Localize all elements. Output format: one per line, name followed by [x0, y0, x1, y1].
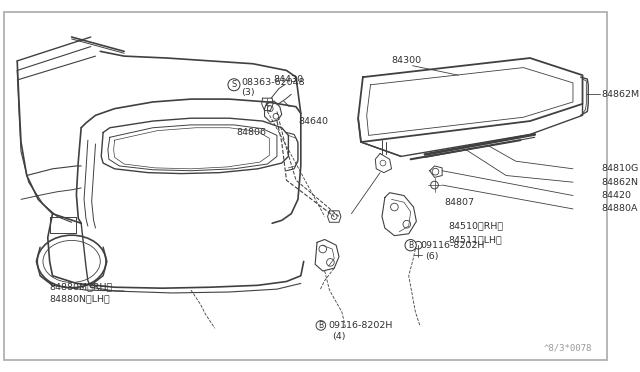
Text: (6): (6): [425, 252, 438, 261]
Text: S: S: [231, 80, 237, 89]
Text: 84880M（RH）: 84880M（RH）: [50, 283, 113, 292]
Text: 84806: 84806: [237, 128, 267, 137]
Text: 84862N: 84862N: [602, 178, 639, 187]
Text: (4): (4): [332, 333, 346, 341]
Text: 84430: 84430: [273, 74, 303, 84]
Text: 84510（RH）: 84510（RH）: [449, 222, 504, 231]
Text: (3): (3): [242, 88, 255, 97]
Text: B: B: [408, 241, 413, 250]
Text: 84810G: 84810G: [602, 164, 639, 173]
Text: 84862M: 84862M: [602, 90, 640, 99]
Text: 84511（LH）: 84511（LH）: [449, 235, 502, 244]
Text: 84420: 84420: [602, 191, 632, 200]
Text: 84880N（LH）: 84880N（LH）: [50, 294, 111, 303]
Text: 84880A: 84880A: [602, 205, 638, 214]
Text: 08363-62048: 08363-62048: [242, 78, 305, 87]
Text: 84300: 84300: [392, 57, 422, 65]
Text: 09116-8202H: 09116-8202H: [420, 241, 484, 250]
Text: 84807: 84807: [444, 198, 474, 207]
Text: ^8/3*0078: ^8/3*0078: [544, 343, 592, 352]
Text: 09116-8202H: 09116-8202H: [328, 321, 393, 330]
Text: 84640: 84640: [298, 116, 328, 126]
Text: B: B: [318, 321, 323, 330]
